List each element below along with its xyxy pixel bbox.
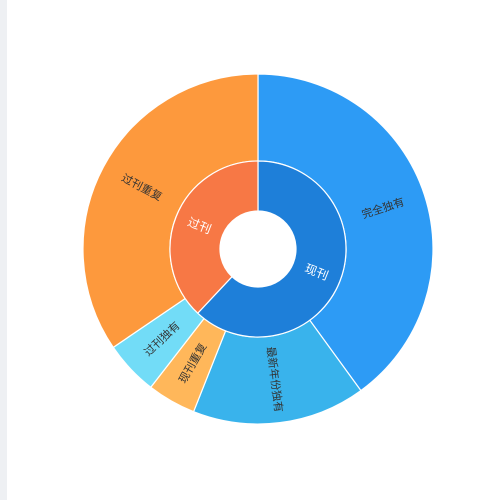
outer-ring [82, 73, 434, 425]
left-gutter [0, 0, 7, 500]
center-hole [220, 211, 296, 287]
